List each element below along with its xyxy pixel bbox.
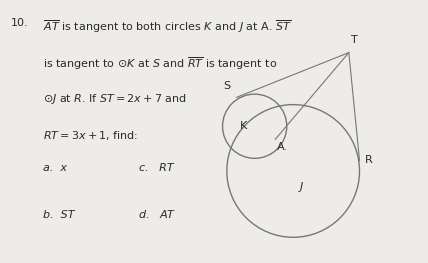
Text: $\odot J$ at $R$. If $ST = 2x+7$ and: $\odot J$ at $R$. If $ST = 2x+7$ and <box>43 92 187 106</box>
Text: 10.: 10. <box>11 18 28 28</box>
Text: J: J <box>300 182 303 192</box>
Text: b.  ST: b. ST <box>43 210 74 220</box>
Text: d.   AT: d. AT <box>139 210 174 220</box>
Text: is tangent to $\odot K$ at $S$ and $\overline{RT}$ is tangent to: is tangent to $\odot K$ at $S$ and $\ove… <box>43 55 277 72</box>
Text: S: S <box>223 81 230 91</box>
Text: T: T <box>351 35 358 45</box>
Text: c.   RT: c. RT <box>139 163 174 173</box>
Text: A.: A. <box>276 142 288 152</box>
Text: $\overline{AT}$ is tangent to both circles $K$ and $J$ at A. $\overline{ST}$: $\overline{AT}$ is tangent to both circl… <box>43 18 291 35</box>
Text: a.  x: a. x <box>43 163 67 173</box>
Text: K: K <box>241 121 247 131</box>
Text: $RT = 3x+1$, find:: $RT = 3x+1$, find: <box>43 129 138 142</box>
Text: R: R <box>365 155 372 165</box>
